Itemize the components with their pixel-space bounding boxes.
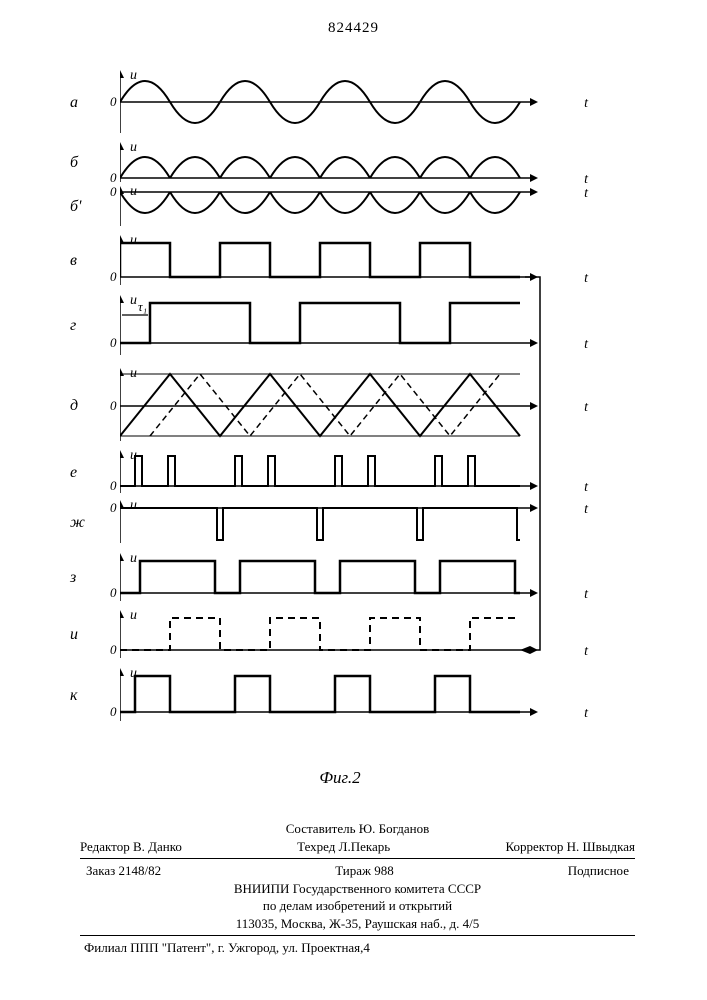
axis-label-t: t — [584, 644, 588, 660]
compiler-line: Составитель Ю. Богданов — [80, 820, 635, 838]
axis-label-t: t — [584, 480, 588, 496]
order-number: Заказ 2148/82 — [86, 862, 161, 880]
axis-label-t: t — [584, 96, 588, 112]
axis-label-t: t — [584, 186, 588, 202]
footer-block: Составитель Ю. Богданов Редактор В. Данк… — [80, 820, 635, 957]
address-line: 113035, Москва, Ж-35, Раушская наб., д. … — [80, 915, 635, 933]
corrector: Корректор Н. Швыдкая — [505, 838, 635, 856]
panel-label: г — [70, 317, 76, 335]
divider — [80, 858, 635, 859]
axis-label-t: t — [584, 337, 588, 353]
panel-label: з — [70, 569, 76, 587]
panel-label: и — [70, 626, 78, 644]
print-run: Тираж 988 — [335, 862, 394, 880]
editor: Редактор В. Данко — [80, 838, 182, 856]
divider — [80, 935, 635, 936]
panel-label: б' — [70, 198, 81, 216]
page-number: 824429 — [328, 20, 379, 37]
axis-label-t: t — [584, 271, 588, 287]
panel-label: в — [70, 252, 77, 270]
figure-caption: Фиг.2 — [319, 768, 360, 788]
panel-label: е — [70, 464, 77, 482]
axis-label-t: t — [584, 502, 588, 518]
branch-line: Филиал ППП "Патент", г. Ужгород, ул. Про… — [80, 939, 635, 957]
panel-label: б — [70, 154, 78, 172]
connector-line — [100, 70, 580, 770]
axis-label-t: t — [584, 400, 588, 416]
org-line-2: по делам изобретений и открытий — [80, 897, 635, 915]
panel-label: д — [70, 397, 78, 415]
org-line-1: ВНИИПИ Государственного комитета СССР — [80, 880, 635, 898]
panel-label: а — [70, 94, 78, 112]
techred: Техред Л.Пекарь — [297, 838, 390, 856]
axis-label-t: t — [584, 587, 588, 603]
panel-label: ж — [70, 514, 85, 532]
axis-label-t: t — [584, 706, 588, 722]
subscription: Подписное — [568, 862, 629, 880]
figure-2: аut0бut0б'ut0вut0гut0τ₁дut0еut0жut0зut0и… — [100, 70, 580, 770]
panel-label: к — [70, 687, 77, 705]
